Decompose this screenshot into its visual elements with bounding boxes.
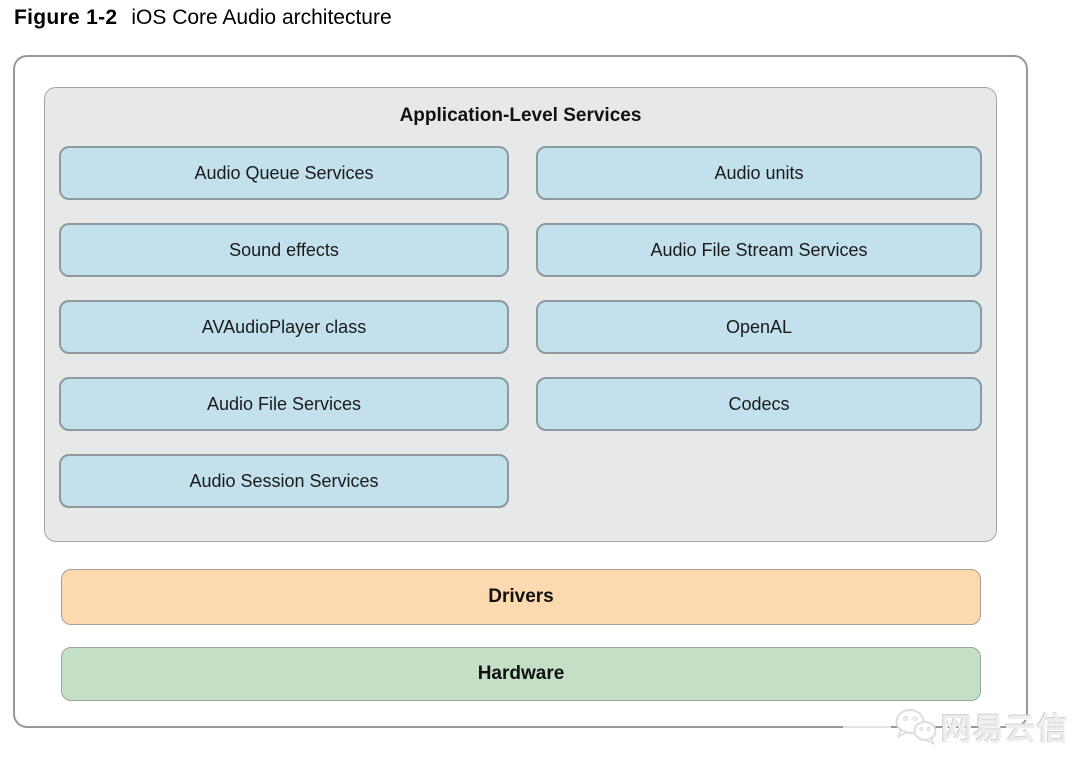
service-box-audio-queue-services: Audio Queue Services	[59, 146, 509, 200]
services-grid: Audio Queue Services Audio units Sound e…	[59, 146, 982, 508]
service-box-audio-units: Audio units	[536, 146, 982, 200]
wechat-bubbles-icon	[895, 708, 937, 745]
service-box-sound-effects: Sound effects	[59, 223, 509, 277]
drivers-layer: Drivers	[61, 569, 981, 625]
service-box-audio-file-stream-services: Audio File Stream Services	[536, 223, 982, 277]
service-box-codecs: Codecs	[536, 377, 982, 431]
figure-label: Figure 1-2	[14, 6, 118, 29]
watermark-line	[843, 725, 891, 728]
hardware-layer: Hardware	[61, 647, 981, 701]
diagram-outer-frame: Application-Level Services Audio Queue S…	[13, 55, 1028, 728]
service-box-audio-file-services: Audio File Services	[59, 377, 509, 431]
service-box-openal: OpenAL	[536, 300, 982, 354]
watermark-text: 网易云信	[941, 712, 1069, 747]
watermark: 网易云信	[843, 704, 1069, 749]
figure-caption: Figure 1-2 iOS Core Audio architecture	[14, 6, 392, 30]
application-services-panel: Application-Level Services Audio Queue S…	[44, 87, 997, 542]
service-box-avaudioplayer-class: AVAudioPlayer class	[59, 300, 509, 354]
service-box-audio-session-services: Audio Session Services	[59, 454, 509, 508]
application-services-title: Application-Level Services	[399, 105, 642, 126]
figure-title: iOS Core Audio architecture	[131, 6, 392, 29]
